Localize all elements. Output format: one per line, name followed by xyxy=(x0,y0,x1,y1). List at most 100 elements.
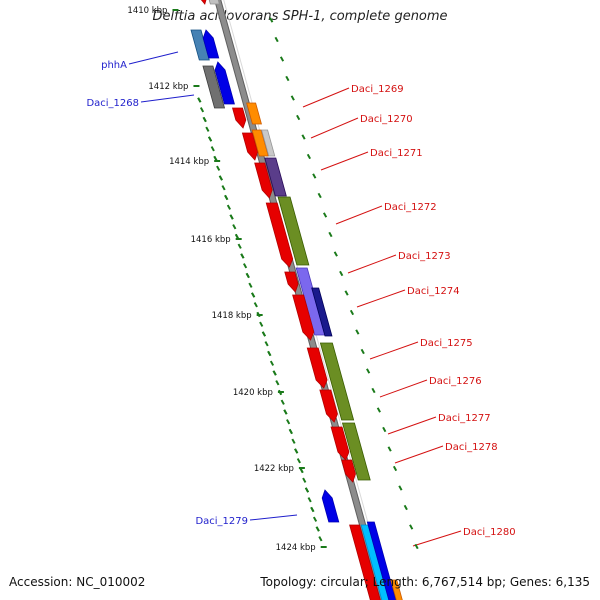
gene-label: Daci_1269 xyxy=(351,84,404,95)
minor-tick xyxy=(286,419,291,425)
outer-tick xyxy=(414,543,419,550)
outer-tick xyxy=(279,56,285,62)
outer-tick xyxy=(269,17,274,23)
gene-daci-1268-partner xyxy=(202,65,226,109)
outer-tick xyxy=(382,426,387,433)
kbp-label: 1420 kbp xyxy=(233,388,273,398)
gene-block xyxy=(208,0,220,5)
kbp-label: 1422 kbp xyxy=(254,464,294,474)
label-connector xyxy=(335,205,383,225)
gene-daci-1269-partner xyxy=(246,102,262,125)
label-connector xyxy=(356,289,406,308)
minor-tick xyxy=(275,380,280,386)
gene-label: Daci_1276 xyxy=(429,376,482,387)
minor-tick xyxy=(264,341,269,347)
minor-tick xyxy=(218,175,223,181)
gene-daci-1270 xyxy=(241,132,259,161)
gene-daci-1274 xyxy=(292,294,315,341)
gene-daci-1280-cyan xyxy=(360,524,390,600)
outer-tick xyxy=(376,407,381,413)
minor-tick xyxy=(210,146,215,152)
minor-tick xyxy=(315,526,320,532)
minor-tick xyxy=(224,194,229,201)
gene-daci-1275 xyxy=(306,347,328,389)
outer-tick xyxy=(360,348,365,355)
minor-tick xyxy=(208,136,213,142)
label-connector xyxy=(369,341,419,360)
outer-tick xyxy=(392,465,398,472)
gene-daci-1272-partner xyxy=(277,196,310,266)
gene-label: Daci_1270 xyxy=(360,114,413,125)
minor-tick xyxy=(304,487,310,493)
minor-tick xyxy=(299,467,304,474)
minor-tick xyxy=(251,292,256,298)
gene-label: Daci_1280 xyxy=(463,527,516,538)
minor-tick xyxy=(248,282,253,288)
minor-tick xyxy=(302,477,307,483)
gene-daci-1280-blue xyxy=(366,521,397,600)
minor-tick xyxy=(199,107,205,113)
label-connector xyxy=(310,117,359,139)
gene-daci-1275-partner xyxy=(319,342,355,421)
gene-label: Daci_1278 xyxy=(445,442,498,453)
outer-tick xyxy=(339,270,344,277)
minor-tick xyxy=(312,516,318,522)
minor-tick xyxy=(291,438,296,444)
outer-tick xyxy=(290,95,295,101)
minor-tick xyxy=(259,321,264,327)
gene-daci-1278 xyxy=(341,459,356,483)
minor-tick xyxy=(261,331,266,337)
minor-tick xyxy=(318,536,323,542)
gene-label: Daci_1275 xyxy=(420,338,473,349)
label-connector xyxy=(387,416,437,435)
minor-tick xyxy=(221,185,226,191)
minor-tick xyxy=(226,204,231,210)
minor-tick xyxy=(280,399,285,405)
outer-tick xyxy=(398,485,403,491)
minor-tick xyxy=(310,506,315,513)
label-connector xyxy=(379,379,428,398)
gene-label: Daci_1274 xyxy=(407,286,460,297)
gene-daci-1271-partner xyxy=(264,157,287,197)
minor-tick xyxy=(237,243,242,249)
minor-tick xyxy=(253,302,258,308)
gene-phhA xyxy=(202,29,220,59)
kbp-label: 1414 kbp xyxy=(169,157,209,167)
outer-tick xyxy=(274,36,279,43)
kbp-label: 1418 kbp xyxy=(212,311,252,321)
gene-daci-1271 xyxy=(254,162,273,199)
kbp-label: 1424 kbp xyxy=(276,543,316,553)
minor-tick xyxy=(213,155,218,162)
gene-label: phhA xyxy=(101,60,127,71)
outer-tick xyxy=(349,309,355,316)
outer-tick xyxy=(355,329,360,335)
minor-tick xyxy=(202,116,207,123)
gene-label: Daci_1271 xyxy=(370,148,423,159)
outer-tick xyxy=(301,134,306,140)
gene-phhA-partner xyxy=(190,29,210,61)
genome-stats: Topology: circular; Length: 6,767,514 bp… xyxy=(260,575,590,589)
outer-tick xyxy=(285,75,290,82)
minor-tick xyxy=(197,97,202,103)
kbp-label: 1416 kbp xyxy=(191,235,231,245)
minor-tick xyxy=(245,272,250,279)
label-connector xyxy=(347,254,397,274)
gene-label: Daci_1277 xyxy=(438,413,491,424)
minor-tick xyxy=(267,350,272,357)
gene-daci-1274-partner xyxy=(311,287,333,337)
minor-tick xyxy=(242,263,248,269)
outer-tick xyxy=(312,173,317,179)
minor-tick xyxy=(294,448,299,454)
accession-label: Accession: NC_010002 xyxy=(9,575,146,589)
minor-tick xyxy=(272,370,277,376)
outer-tick xyxy=(366,368,371,374)
kbp-label: 1410 kbp xyxy=(127,6,167,16)
minor-tick xyxy=(232,224,237,230)
gene-daci-1272 xyxy=(265,202,294,268)
gene-daci-1277-partner xyxy=(341,422,371,481)
gene-daci-1276 xyxy=(319,389,338,423)
minor-tick xyxy=(307,497,312,503)
label-connector xyxy=(320,151,369,171)
gene-daci-1270-grey xyxy=(261,129,276,157)
